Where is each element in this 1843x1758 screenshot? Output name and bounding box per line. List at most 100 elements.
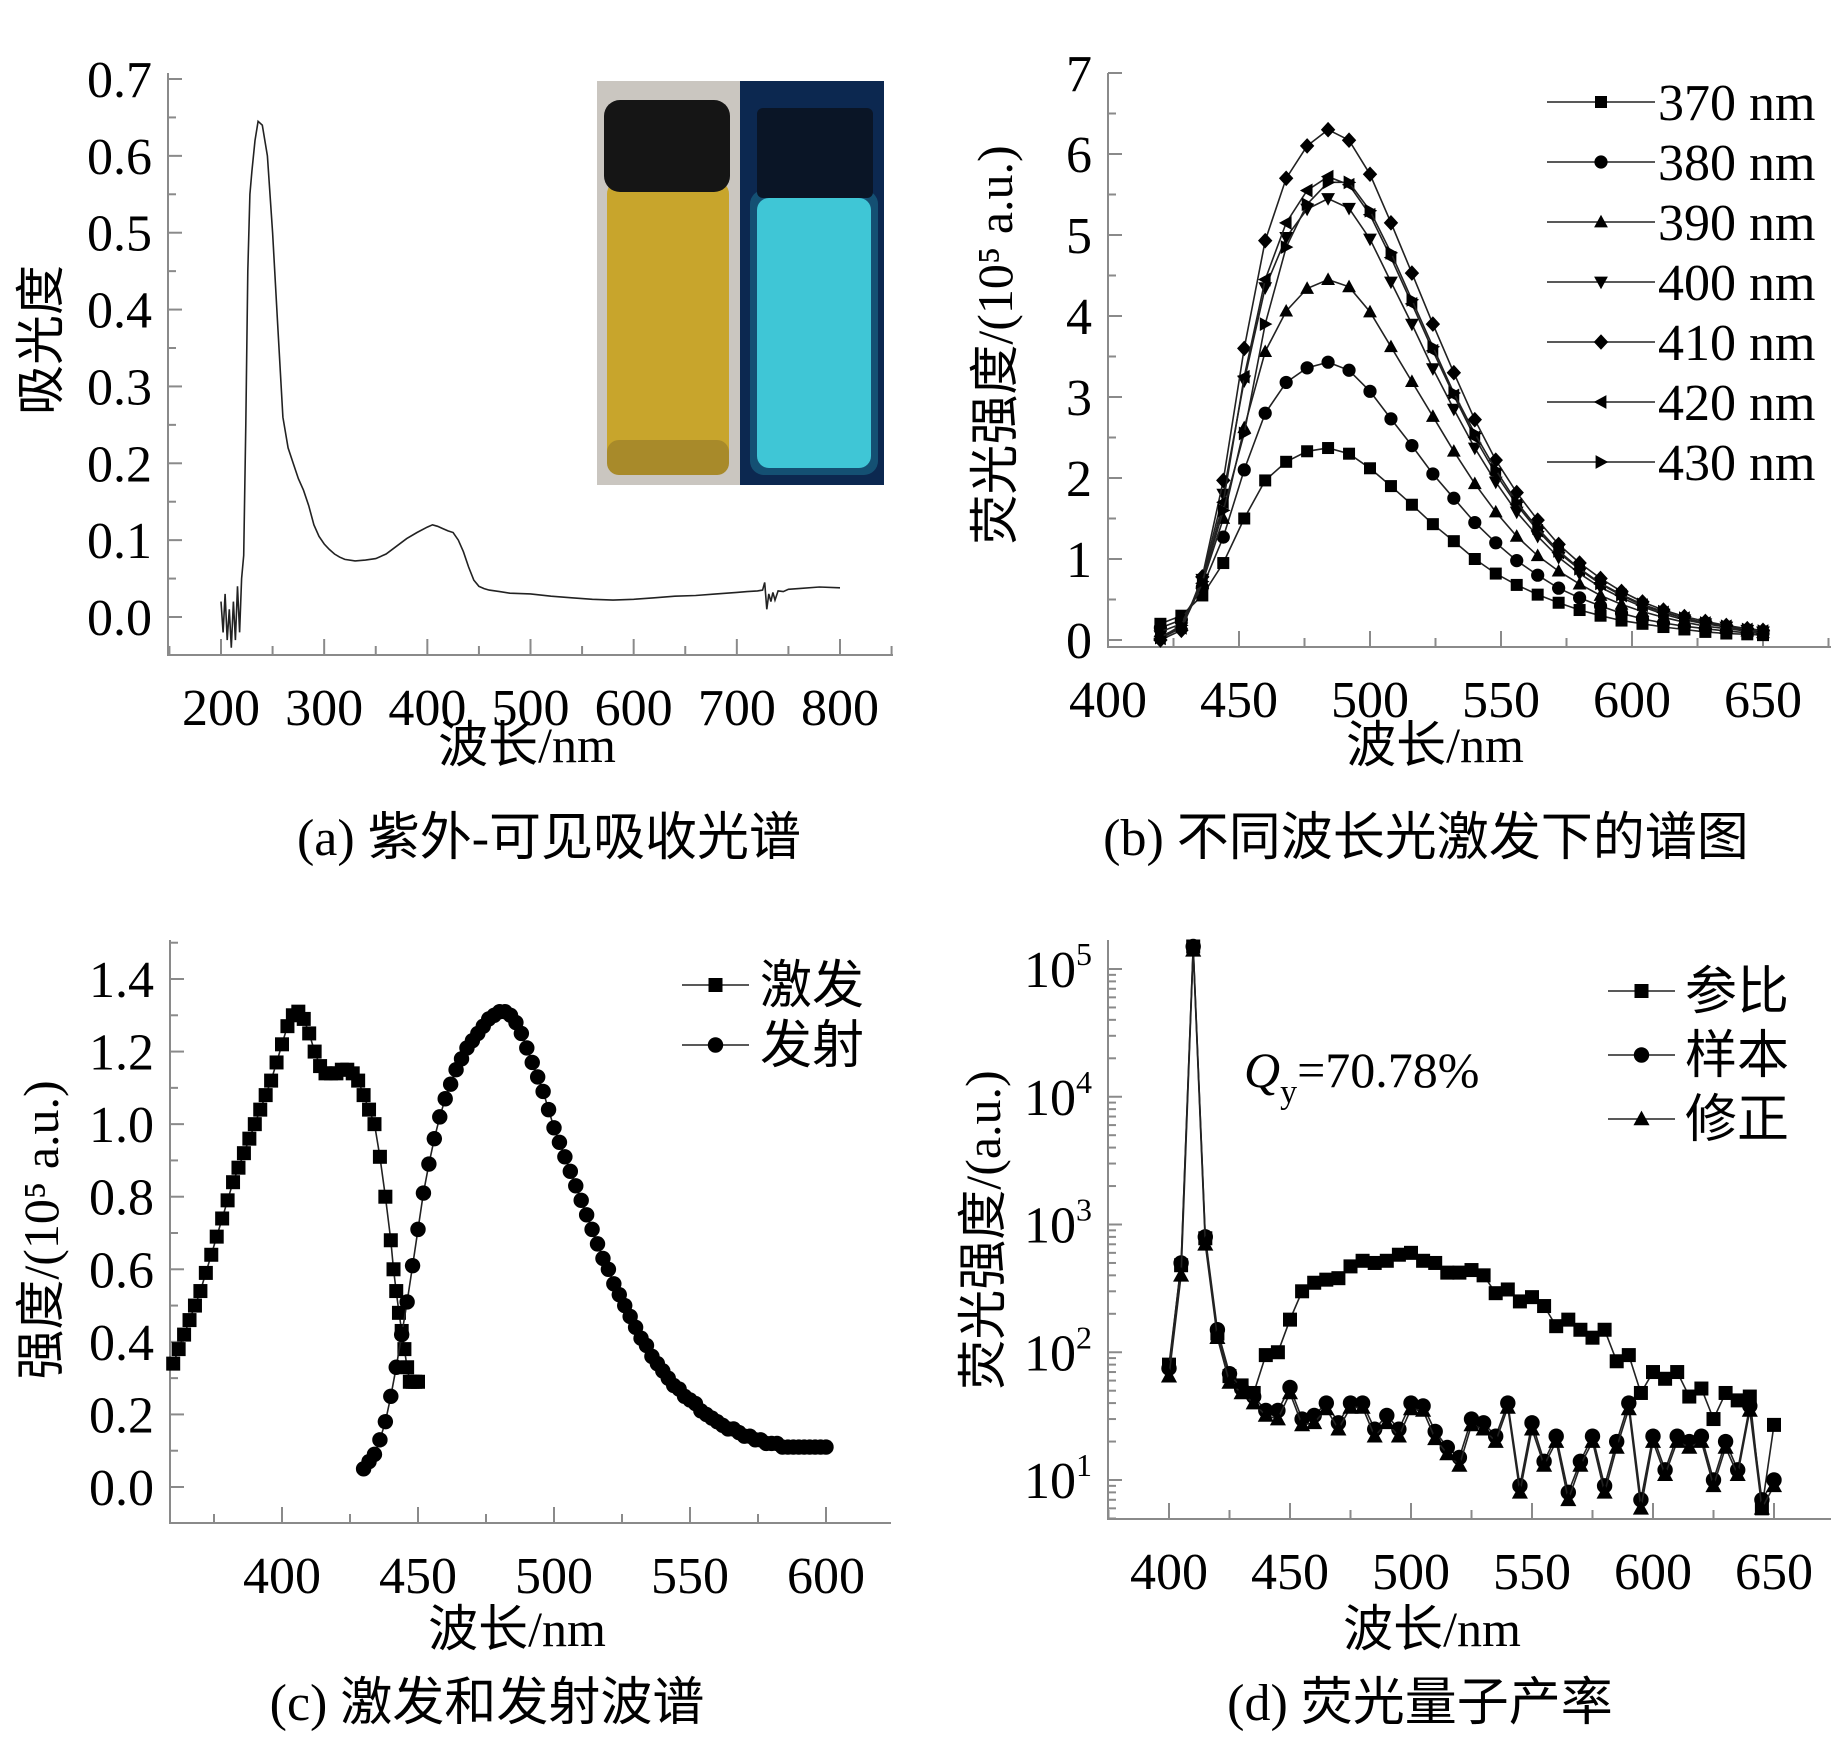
data-point [393,1326,410,1343]
series-reference [1162,939,1781,1516]
data-point [372,1432,388,1448]
legend-item: 380 nm [1547,135,1815,192]
data-point [1155,630,1168,645]
data-point [1319,1272,1334,1287]
data-point [1658,1371,1673,1386]
x-tick-label: 600 [1593,672,1671,729]
legend-item: 420 nm [1547,375,1815,432]
data-point [1425,363,1440,376]
data-point [1593,599,1608,613]
data-point [1320,121,1336,138]
x-tick-label: 700 [698,680,776,737]
data-point [166,1356,181,1371]
data-point [818,1439,834,1455]
data-point [1391,1247,1406,1262]
data-point [377,1413,394,1430]
x-tick-label: 550 [1462,672,1540,729]
y-tick-label: 105 [1024,936,1092,999]
legend-marker-triangle-down [1594,276,1608,290]
data-point [1633,1492,1649,1508]
legend-item: 430 nm [1547,435,1815,492]
data-point [1321,272,1335,285]
data-point [1237,340,1252,357]
data-point [1279,232,1294,245]
data-point [1301,445,1314,458]
data-point [1720,619,1734,634]
data-point [1573,604,1586,617]
data-point [1511,1483,1528,1499]
data-point [1343,447,1356,460]
y-tick-label: 0.6 [89,1242,154,1299]
data-point [1196,574,1210,589]
data-point [1295,1284,1310,1299]
data-point [1306,1414,1323,1430]
data-point [397,1342,412,1357]
data-point [198,1265,213,1280]
legend-label: 激发 [760,958,864,1015]
data-point [383,1233,398,1248]
data-point [411,1374,425,1389]
data-point [404,1257,421,1274]
y-tick-exponent: 3 [1076,1192,1092,1228]
data-point [1363,384,1377,398]
glowing-vial-cap [757,108,873,198]
data-point [1585,1330,1600,1345]
data-point [193,1284,208,1299]
data-point [1531,588,1544,601]
panel-a-plot [220,119,841,648]
data-point [1670,1365,1685,1380]
data-point [578,1207,595,1223]
data-point [1299,183,1313,198]
data-point [1694,1381,1709,1396]
data-point [410,1221,426,1238]
data-point [307,1044,322,1059]
data-point [1476,1268,1491,1283]
data-point [1730,1393,1745,1408]
y-tick-label: 0 [1066,613,1092,670]
panel-b-y-axis-label: 荧光强度/(10⁵ a.u.) [967,145,1023,544]
data-point [1699,616,1713,630]
data-point [1439,1445,1456,1461]
data-point [1706,1412,1721,1427]
data-point [1258,406,1272,420]
data-point [1406,292,1420,307]
legend-label: 420 nm [1658,375,1815,432]
data-point [1384,339,1398,353]
data-point [1657,1466,1674,1482]
panel-b-plot [1153,121,1771,648]
data-point [1572,576,1587,590]
data-point [1294,1416,1311,1432]
data-point [1552,596,1565,609]
data-point [1237,369,1250,384]
data-point [1342,363,1356,377]
data-point [1216,495,1229,510]
data-point [1510,578,1523,591]
data-point [258,1088,273,1103]
data-point [1307,1275,1322,1290]
yellow-vial-body [607,180,729,475]
y-tick-exponent: 2 [1076,1319,1092,1355]
data-point [1489,567,1502,580]
data-point [1464,1263,1479,1278]
data-point [1446,364,1462,381]
panel-a-absorption-spectrum: 0.0 0.1 0.2 0.3 0.4 0.5 0.6 0.7 200 300 400 500 600 7… [13,52,893,867]
series-excitation [166,1004,425,1389]
data-point [1367,1255,1382,1270]
data-point [1490,463,1503,477]
data-point [551,1134,568,1150]
series-emission [355,1003,834,1477]
data-point [1415,1402,1432,1417]
data-point [568,1178,584,1194]
x-tick-label: 400 [1069,672,1147,729]
x-tick-label: 300 [285,680,363,737]
data-point [391,1305,406,1320]
data-point [426,1130,443,1147]
data-point [1343,175,1357,190]
data-point [264,1073,279,1088]
data-point [1765,1477,1783,1493]
data-point [1354,1399,1371,1414]
data-point [1300,281,1315,294]
annotation-value: =70.78% [1297,1042,1479,1098]
data-point [1342,1399,1359,1414]
